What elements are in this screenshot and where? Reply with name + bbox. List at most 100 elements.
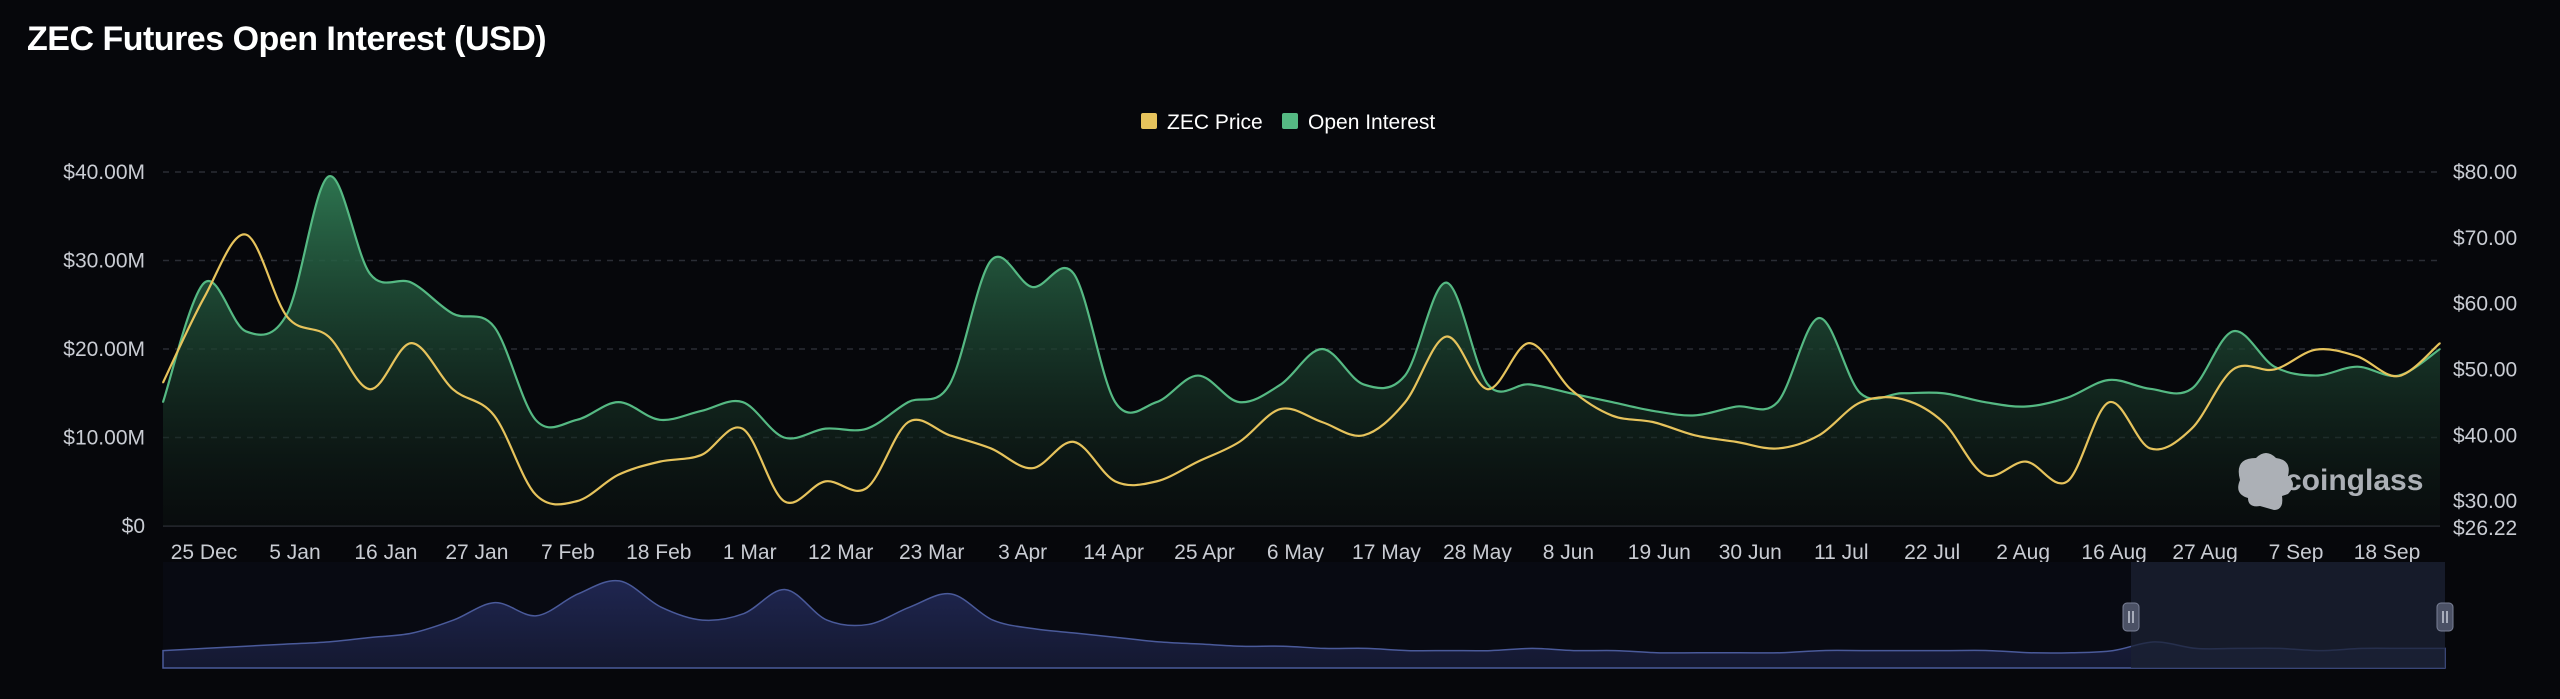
x-tick-label: 1 Mar [723, 541, 777, 564]
price-point [866, 487, 868, 489]
price-point [2066, 480, 2069, 483]
oi-point [948, 383, 951, 386]
chart-legend[interactable]: ZEC Price Open Interest [1141, 111, 1435, 134]
y-right-tick-label: $60.00 [2453, 293, 2517, 316]
price-point [1362, 434, 1365, 437]
oi-point [2025, 405, 2027, 408]
oi-point [700, 410, 702, 412]
price-point [1280, 408, 1282, 410]
navigator-left-handle[interactable] [2122, 602, 2140, 632]
oi-point [493, 326, 496, 328]
oi-point [824, 427, 827, 430]
page-title: ZEC Futures Open Interest (USD) [27, 20, 547, 58]
x-tick-label: 18 Sep [2354, 541, 2421, 564]
oi-point [1983, 401, 1986, 403]
oi-point [2149, 388, 2151, 390]
oi-point [1776, 401, 1779, 403]
price-point [1983, 473, 1986, 476]
price-point [1238, 441, 1241, 443]
price-point [824, 480, 827, 483]
x-tick-label: 18 Feb [626, 541, 691, 564]
price-point [1652, 421, 1655, 423]
oi-point [162, 401, 164, 403]
legend-label-oi[interactable]: Open Interest [1308, 111, 1435, 134]
coinglass-logo: coinglass [2238, 453, 2423, 510]
price-point [1528, 342, 1530, 344]
oi-point [617, 401, 620, 403]
oi-point [203, 281, 206, 284]
x-tick-label: 2 Aug [1996, 541, 2050, 564]
oi-point [1073, 272, 1075, 275]
legend-swatch-price [1141, 113, 1157, 129]
x-tick-label: 3 Apr [998, 541, 1047, 564]
price-point [617, 473, 620, 476]
price-point [245, 233, 247, 236]
x-tick-label: 19 Jun [1628, 541, 1691, 564]
price-point [203, 296, 206, 298]
coinglass-logo-icon [2238, 453, 2293, 510]
y-axis-left: $0 $10.00M $20.00M $30.00M $40.00M [63, 161, 145, 538]
x-tick-label: 7 Sep [2269, 541, 2324, 564]
range-navigator[interactable] [162, 562, 2454, 669]
x-tick-label: 23 Mar [899, 541, 964, 564]
y-left-tick-label: $30.00M [63, 250, 145, 273]
oi-point [2108, 379, 2110, 381]
legend-swatch-oi [1282, 113, 1298, 129]
price-point [2273, 368, 2276, 371]
x-tick-label: 25 Apr [1174, 541, 1235, 564]
oi-point [2273, 365, 2276, 368]
price-point [1818, 434, 1820, 437]
oi-point [1528, 383, 1530, 386]
oi-point [1859, 392, 1862, 395]
price-point [659, 460, 661, 463]
x-tick-label: 27 Aug [2172, 541, 2237, 564]
price-point [1031, 467, 1034, 470]
y-left-tick-label: $0 [122, 515, 145, 538]
x-tick-label: 16 Jan [354, 541, 417, 564]
price-point [1445, 335, 1448, 338]
y-left-tick-label: $40.00M [63, 161, 145, 184]
oi-line [161, 175, 2441, 440]
x-tick-label: 6 May [1267, 541, 1325, 564]
price-point [1694, 434, 1696, 437]
price-point [534, 493, 537, 496]
oi-point [1404, 374, 1406, 377]
price-point [1197, 460, 1199, 463]
price-point [576, 500, 578, 502]
price-point [1859, 401, 1862, 404]
oi-point [1735, 405, 1737, 408]
price-point [1569, 388, 1572, 391]
price-point [452, 388, 454, 391]
y-left-tick-label: $20.00M [63, 338, 145, 361]
price-point [1942, 421, 1944, 423]
price-point [783, 500, 785, 502]
oi-point [452, 312, 454, 315]
x-tick-label: 17 May [1352, 541, 1421, 564]
x-tick-label: 5 Jan [269, 541, 320, 564]
legend-label-price[interactable]: ZEC Price [1167, 111, 1263, 134]
price-point [369, 388, 371, 391]
oi-point [659, 419, 661, 421]
oi-point [1155, 401, 1158, 403]
navigator-right-handle[interactable] [2436, 602, 2454, 632]
oi-point [1487, 383, 1489, 386]
navigator-selected-range [2131, 562, 2445, 668]
oi-point [245, 330, 247, 333]
y-right-tick-label: $50.00 [2453, 358, 2517, 381]
oi-point [990, 259, 992, 262]
navigator-area [162, 579, 2446, 669]
price-point [700, 454, 702, 456]
oi-point [1445, 281, 1448, 284]
oi-point [1818, 317, 1820, 319]
oi-point [1114, 401, 1116, 403]
oi-point [2356, 365, 2358, 368]
price-point [1735, 441, 1737, 443]
oi-point [327, 175, 330, 178]
oi-point [1238, 401, 1241, 403]
plot-area [161, 175, 2441, 526]
x-tick-label: 8 Jun [1543, 541, 1594, 564]
y-right-tick-label: $26.22 [2453, 517, 2517, 540]
price-point [990, 447, 992, 450]
y-left-tick-label: $10.00M [63, 427, 145, 450]
oi-point [1321, 348, 1323, 350]
